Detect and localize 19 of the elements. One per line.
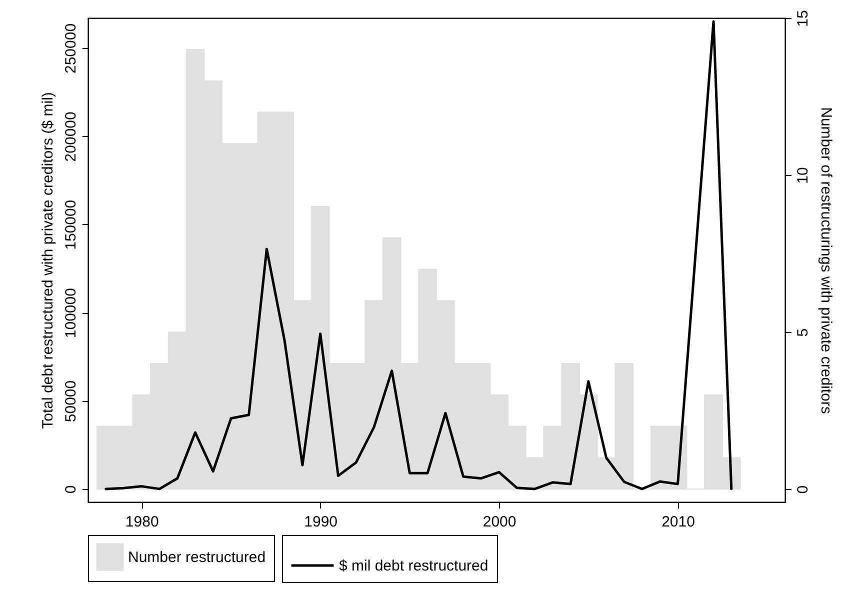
y-tick-label: 100000 <box>62 288 80 338</box>
legend-label: Number restructured <box>128 549 266 566</box>
y2-tick-label: 15 <box>794 10 812 27</box>
y-tick-label: 200000 <box>62 112 80 162</box>
y2-tick-label: 10 <box>794 167 812 184</box>
y-tick-label: 250000 <box>62 23 80 74</box>
y2-axis-title: Number of restructurings with private creditors <box>818 107 834 414</box>
y2-tick-label: 5 <box>794 328 812 337</box>
line-series <box>104 20 733 490</box>
x-tick-label: 1980 <box>125 514 159 530</box>
y-tick-label: 150000 <box>62 200 80 250</box>
x-tick-label: 1990 <box>304 514 338 530</box>
y2-tick-label: 0 <box>794 485 812 494</box>
x-tick-label: 2000 <box>482 514 516 530</box>
y-axis-title: Total debt restructured with private creditors ($ mil) <box>40 92 56 429</box>
y-tick-label: 50000 <box>62 380 80 422</box>
y-tick-label: 0 <box>62 485 80 494</box>
x-tick-label: 2010 <box>662 514 695 530</box>
legend-label: $ mil debt restructured <box>339 558 488 574</box>
